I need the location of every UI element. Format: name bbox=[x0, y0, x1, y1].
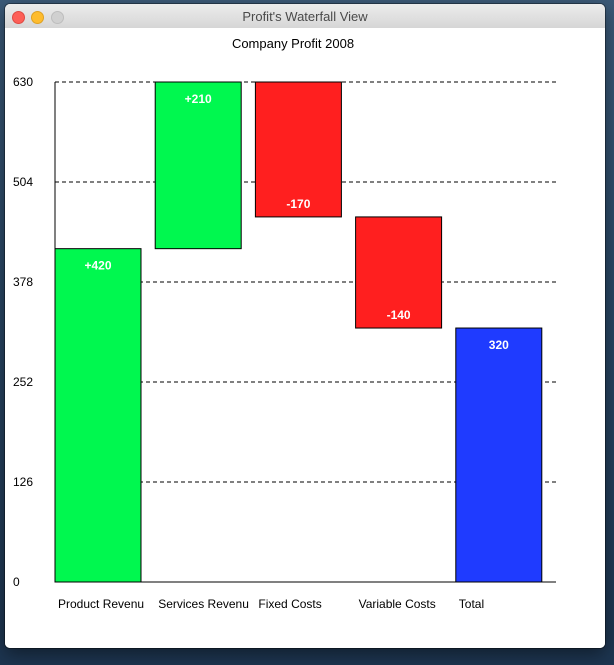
bar-decrease bbox=[355, 216, 443, 329]
bar-value-label: +210 bbox=[185, 92, 212, 106]
bar-total bbox=[455, 327, 543, 583]
x-category-label: Total bbox=[459, 597, 484, 611]
chart-title: Company Profit 2008 bbox=[232, 36, 354, 51]
zoom-button[interactable] bbox=[51, 11, 64, 24]
x-category-label: Product Revenu bbox=[58, 597, 144, 611]
x-category-label: Variable Costs bbox=[359, 597, 436, 611]
y-tick-label: 504 bbox=[13, 175, 33, 189]
y-tick-label: 252 bbox=[13, 375, 33, 389]
close-button[interactable] bbox=[12, 11, 25, 24]
waterfall-chart: Company Profit 2008 +420+210-170-140320 … bbox=[5, 28, 605, 648]
bar-value-label: -170 bbox=[286, 197, 310, 211]
y-tick-label: 126 bbox=[13, 475, 33, 489]
bar-value-label: -140 bbox=[387, 308, 411, 322]
bar-value-label: +420 bbox=[84, 259, 111, 273]
bar-increase bbox=[54, 248, 142, 583]
bars: +420 +210 -170 -140 320 bbox=[54, 81, 543, 583]
title-bar[interactable]: Profit's Waterfall View bbox=[5, 4, 605, 29]
x-category-label: Fixed Costs bbox=[258, 597, 321, 611]
minimize-button[interactable] bbox=[31, 11, 44, 24]
x-axis-labels: Product Revenu Services Revenu Fixed Costs… bbox=[58, 597, 484, 611]
bar-decrease bbox=[254, 81, 342, 218]
y-axis-ticks: 0 126 252 378 504 630 bbox=[13, 75, 33, 589]
y-tick-label: 0 bbox=[13, 575, 20, 589]
app-window: Profit's Waterfall View Company Profit 2… bbox=[5, 4, 605, 648]
x-category-label: Services Revenu bbox=[158, 597, 249, 611]
y-tick-label: 378 bbox=[13, 275, 33, 289]
bar-value-label: 320 bbox=[489, 338, 509, 352]
bar-increase bbox=[154, 81, 242, 250]
y-tick-label: 630 bbox=[13, 75, 33, 89]
window-title: Profit's Waterfall View bbox=[242, 9, 368, 24]
